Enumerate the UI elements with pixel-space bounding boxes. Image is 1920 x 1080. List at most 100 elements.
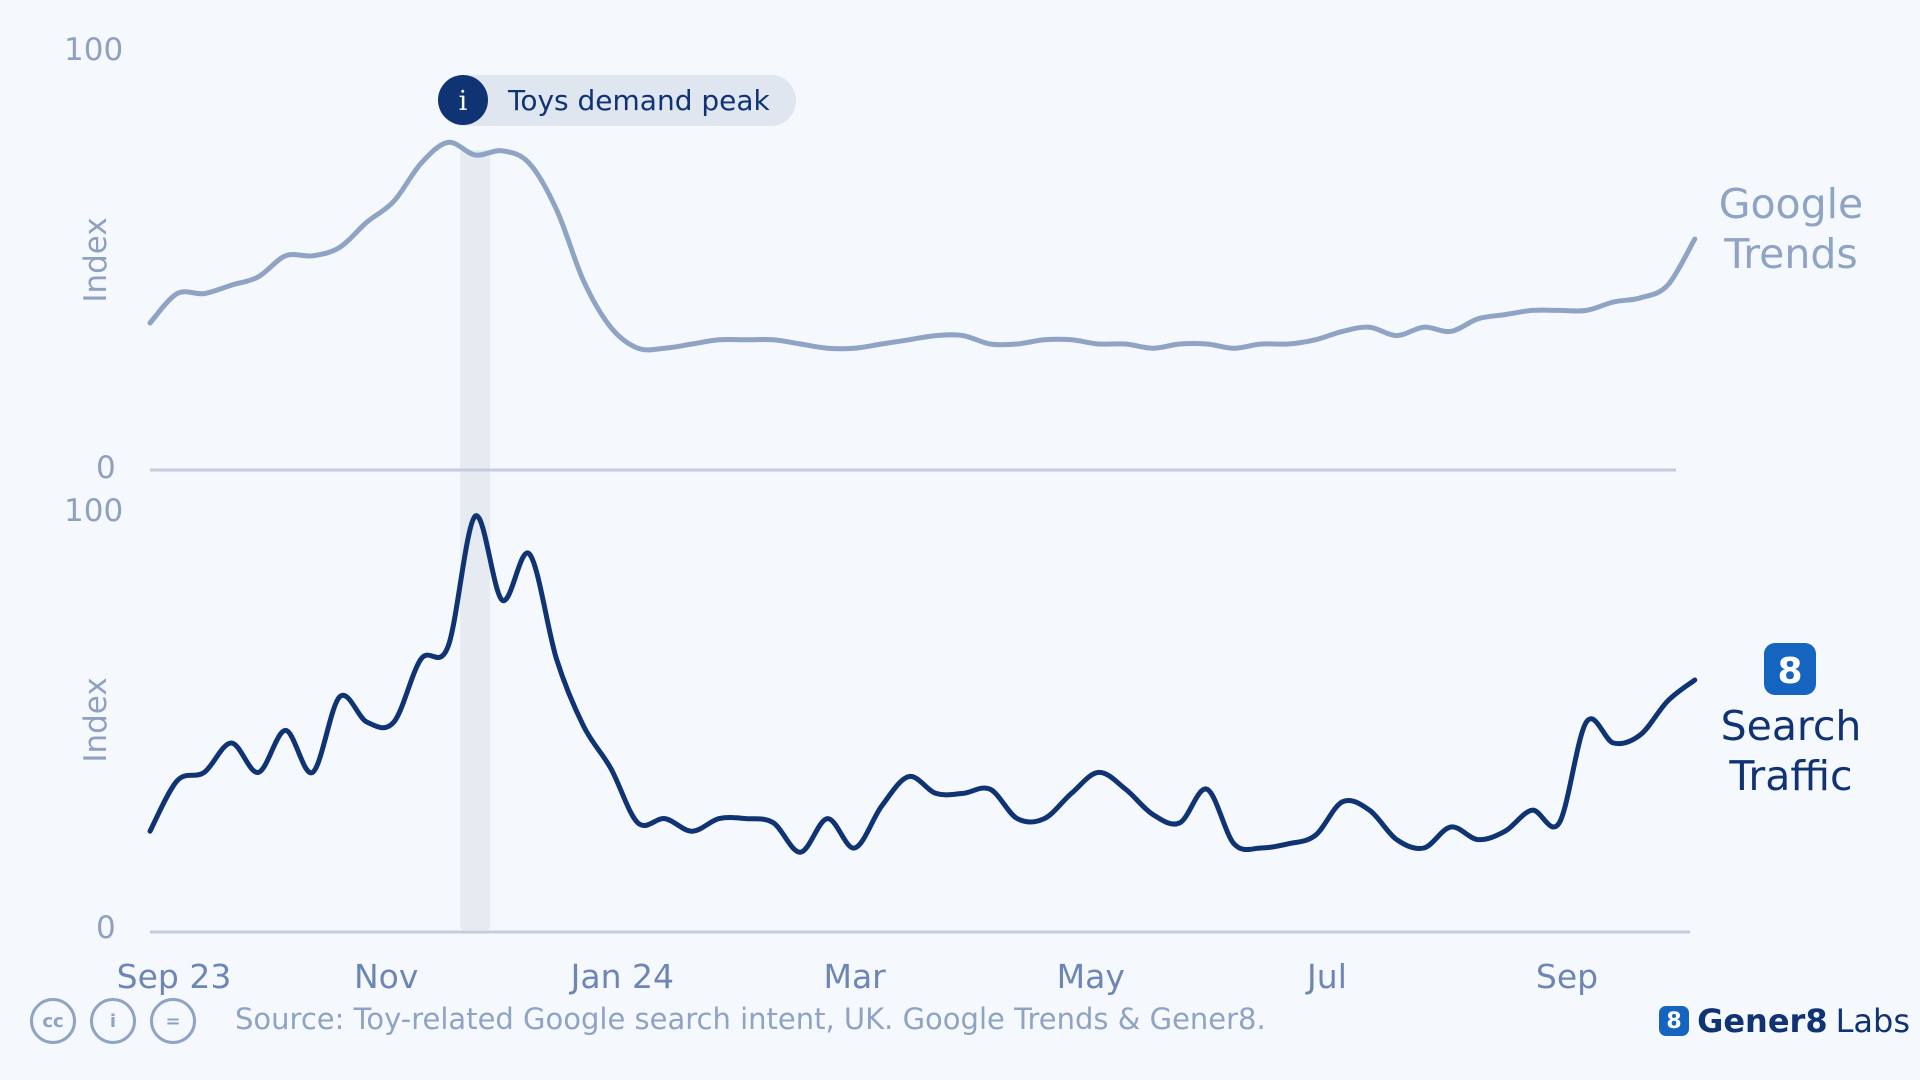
search-traffic-point	[1423, 847, 1425, 849]
search-traffic-point	[1070, 792, 1072, 794]
google-trends-point	[203, 293, 205, 295]
google-trends-point	[312, 255, 314, 257]
google-trends-point	[1260, 343, 1262, 345]
search-traffic-point	[1504, 830, 1506, 832]
search-traffic-point	[257, 771, 259, 773]
by-icon: i	[90, 998, 136, 1044]
google-trends-point	[1369, 326, 1371, 328]
google-trends-point	[583, 280, 585, 282]
google-trends-point	[149, 322, 151, 324]
search-traffic-point	[962, 792, 964, 794]
google-trends-point	[285, 255, 287, 257]
top-ylabel: Index	[78, 217, 114, 302]
google-trends-point	[637, 347, 639, 349]
search-traffic-point	[1694, 679, 1696, 681]
annotation-pill	[440, 75, 796, 126]
brand-name: Gener8	[1697, 1002, 1828, 1040]
google-trends-point	[962, 335, 964, 337]
x-tick-label: Sep 23	[117, 957, 232, 996]
brand: 8 Gener8 Labs	[1659, 1002, 1910, 1040]
search-traffic-label-line1: Search	[1721, 702, 1862, 750]
search-traffic-point	[718, 818, 720, 820]
info-icon	[438, 75, 488, 125]
search-traffic-point	[312, 771, 314, 773]
search-traffic-point	[637, 822, 639, 824]
google-trends-point	[799, 343, 801, 345]
google-trends-point	[366, 221, 368, 223]
search-traffic-point	[1179, 822, 1181, 824]
search-traffic-point	[1341, 801, 1343, 803]
google-trends-point	[1016, 343, 1018, 345]
peak-highlight-band	[460, 150, 491, 930]
search-traffic-point	[827, 818, 829, 820]
search-traffic-point	[1612, 742, 1614, 744]
google-trends-point	[1314, 339, 1316, 341]
google-trends-point	[1233, 347, 1235, 349]
google-trends-point	[230, 284, 232, 286]
google-trends-point	[1206, 343, 1208, 345]
google-trends-point	[176, 293, 178, 295]
search-traffic-point	[935, 792, 937, 794]
google-trends-point	[420, 162, 422, 164]
x-axis-ticks: Sep 23 Nov Jan 24 Mar May Jul Sep	[117, 957, 1598, 996]
search-traffic-point	[1450, 826, 1452, 828]
google-trends-line	[147, 139, 1698, 353]
google-trends-point	[1396, 335, 1398, 337]
search-traffic-point	[610, 767, 612, 769]
search-traffic-point	[1098, 771, 1100, 773]
gener8-badge-icon: 8	[1659, 1006, 1690, 1036]
google-trends-point	[827, 347, 829, 349]
source-text: Source: Toy-related Google search intent…	[235, 1002, 1266, 1036]
google-trends-point	[556, 209, 558, 211]
nd-icon: =	[150, 998, 196, 1044]
search-traffic-point	[474, 515, 476, 517]
google-trends-point	[1179, 343, 1181, 345]
search-traffic-point	[1477, 839, 1479, 841]
search-traffic-point	[1396, 839, 1398, 841]
footer: cc i = Source: Toy-related Google search…	[30, 998, 1910, 1058]
google-trends-label-line1: Google	[1719, 180, 1864, 228]
x-tick-label: Mar	[823, 957, 886, 996]
x-tick-label: Jan 24	[569, 957, 674, 996]
google-trends-point	[1612, 301, 1614, 303]
google-trends-point	[718, 339, 720, 341]
bottom-ylabel: Index	[78, 677, 114, 762]
search-traffic-point	[989, 788, 991, 790]
brand-suffix: Labs	[1835, 1002, 1910, 1040]
search-traffic-point	[149, 830, 151, 832]
search-traffic-point	[745, 818, 747, 820]
annotation-text: Toys demand peak	[507, 84, 771, 117]
info-icon-glyph: i	[459, 86, 468, 117]
google-trends-point	[528, 162, 530, 164]
google-trends-point	[854, 347, 856, 349]
google-trends-point	[664, 347, 666, 349]
google-trends-point	[339, 246, 341, 248]
search-traffic-point	[1314, 834, 1316, 836]
search-traffic-point	[799, 851, 801, 853]
search-traffic-point	[1369, 809, 1371, 811]
search-traffic-point	[366, 721, 368, 723]
google-trends-point	[1694, 238, 1696, 240]
bottom-ytick-0: 0	[96, 910, 116, 946]
x-tick-label: Jul	[1305, 957, 1347, 996]
google-trends-point	[1585, 309, 1587, 311]
google-trends-point	[447, 141, 449, 143]
search-traffic-point	[1585, 721, 1587, 723]
search-traffic-point	[339, 696, 341, 698]
google-trends-point	[881, 343, 883, 345]
search-traffic-point	[1233, 843, 1235, 845]
search-traffic-point	[447, 645, 449, 647]
google-trends-point	[501, 150, 503, 152]
search-traffic-label-line2: Traffic	[1728, 752, 1852, 800]
search-traffic-points	[149, 515, 1696, 853]
google-trends-point	[1152, 347, 1154, 349]
gener8-logo-icon: 8	[1764, 643, 1816, 695]
x-tick-label: May	[1057, 957, 1125, 996]
search-traffic-point	[1640, 734, 1642, 736]
search-traffic-point	[908, 776, 910, 778]
top-ytick-0: 0	[96, 450, 116, 486]
search-traffic-point	[203, 771, 205, 773]
google-trends-point	[1043, 339, 1045, 341]
search-traffic-point	[1152, 813, 1154, 815]
